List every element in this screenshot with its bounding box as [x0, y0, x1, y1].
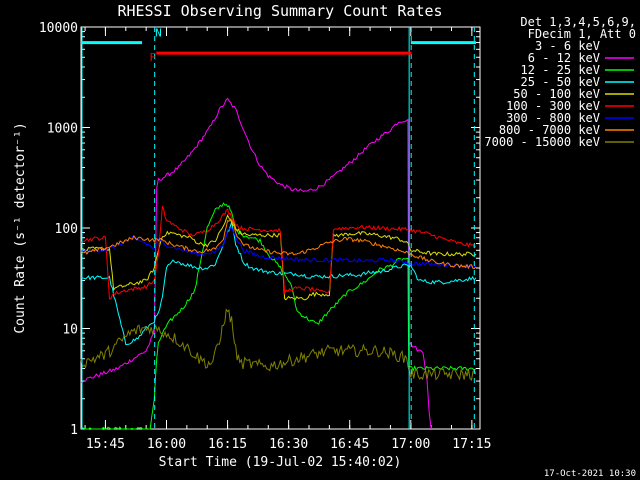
- x-tick-label: 16:30: [269, 437, 308, 452]
- series-line-12-25keV: [80, 202, 477, 430]
- legend: Det 1,3,4,5,6,9,FDecim 1, Att 03 - 6 keV…: [484, 15, 636, 149]
- y-axis-label: Count Rate (s⁻¹ detector⁻¹): [13, 122, 28, 333]
- legend-label: 100 - 300 keV: [506, 99, 600, 113]
- x-tick-label: 17:00: [391, 437, 430, 452]
- series-line-7000-15000keV: [80, 308, 477, 382]
- x-tick-label: 16:00: [147, 437, 186, 452]
- x-tick-label: 16:45: [330, 437, 369, 452]
- legend-label: 25 - 50 keV: [521, 75, 600, 89]
- y-tick-label: 100: [55, 222, 78, 237]
- night-label: N: [155, 27, 162, 40]
- footer-date: 17-Oct-2021 10:30: [544, 469, 636, 479]
- series-line-25-50keV: [80, 221, 477, 346]
- y-tick-label: 10000: [39, 21, 78, 36]
- legend-label: 3 - 6 keV: [535, 39, 600, 53]
- legend-label: 800 - 7000 keV: [499, 123, 600, 137]
- flare-label: F: [149, 51, 156, 64]
- plot-frame: [80, 26, 481, 430]
- legend-header: FDecim 1, Att 0: [528, 27, 636, 41]
- legend-header: Det 1,3,4,5,6,9,: [520, 15, 636, 29]
- series-line-50-100keV: [80, 214, 477, 301]
- y-tick-label: 1: [70, 423, 78, 438]
- legend-label: 6 - 12 keV: [528, 51, 600, 65]
- plot-area: 1 10 100 1000 10000 15:45 16:00 16:15 16:30 16:45…: [39, 21, 492, 452]
- legend-label: 300 - 800 keV: [506, 111, 600, 125]
- legend-label: 50 - 100 keV: [513, 87, 600, 101]
- y-tick-label: 1000: [47, 122, 78, 137]
- legend-label: 12 - 25 keV: [521, 63, 600, 77]
- series-line-6-12keV: [80, 97, 432, 430]
- chart-title: RHESSI Observing Summary Count Rates: [117, 2, 442, 20]
- x-tick-label: 15:45: [86, 437, 125, 452]
- y-tick-label: 10: [62, 323, 78, 338]
- series-line-300-800keV: [80, 226, 477, 269]
- series-line-800-7000keV: [80, 218, 477, 270]
- x-tick-label: 17:15: [452, 437, 491, 452]
- legend-label: 7000 - 15000 keV: [484, 135, 600, 149]
- x-axis-label: Start Time (19-Jul-02 15:40:02): [159, 455, 402, 470]
- x-tick-label: 16:15: [208, 437, 247, 452]
